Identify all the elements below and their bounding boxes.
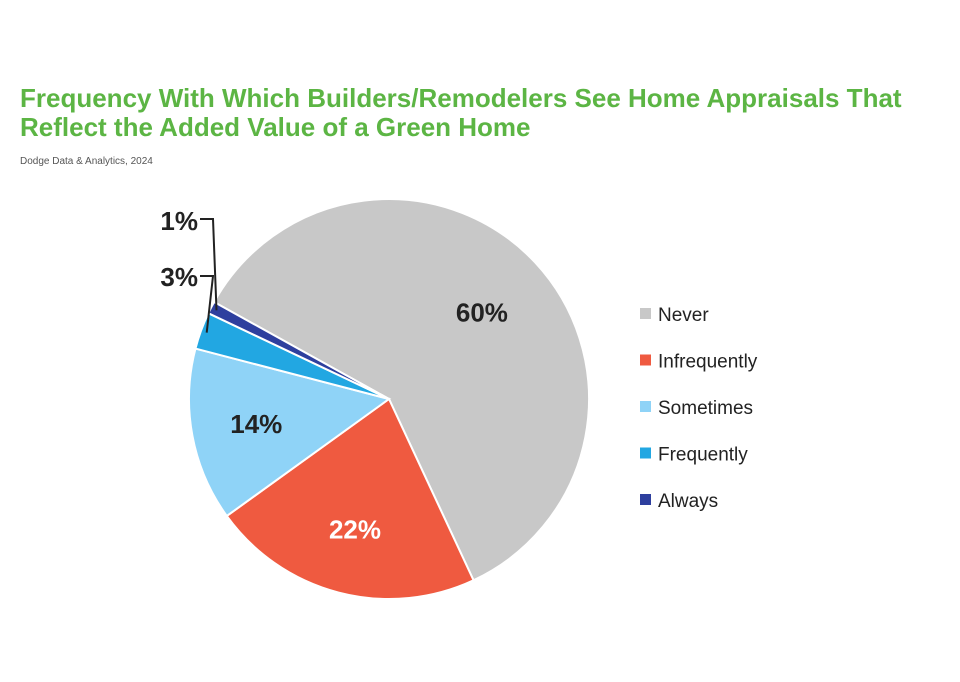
leader-line-always — [200, 218, 218, 311]
slice-sometimes — [188, 347, 392, 518]
slice-label-frequently: 3% — [160, 262, 198, 292]
slice-label-always: 1% — [160, 206, 198, 236]
legend: Never Infrequently Sometimes Frequently Alwa… — [640, 305, 758, 512]
chart-title-line-2: Reflect the Added Value of a Green Home — [20, 112, 531, 142]
pie-labels: 60% 22% 14% 3% 1% — [160, 206, 508, 545]
pie-slices — [188, 197, 590, 600]
legend-swatch-never — [640, 308, 651, 319]
chart-title: Frequency With Which Builders/Remodelers… — [20, 84, 950, 142]
legend-swatch-frequently — [640, 447, 651, 459]
slice-label-never: 60% — [456, 297, 508, 327]
legend-label-never: Never — [658, 305, 709, 326]
legend-swatch-always — [640, 494, 651, 505]
legend-label-frequently: Frequently — [658, 445, 748, 466]
legend-label-sometimes: Sometimes — [658, 398, 753, 419]
legend-label-infrequently: Infrequently — [658, 352, 758, 373]
slice-never — [212, 197, 590, 582]
legend-swatch-sometimes — [640, 401, 651, 412]
leader-line-frequently — [200, 275, 215, 333]
slice-label-infrequently: 22% — [329, 515, 381, 545]
legend-label-always: Always — [658, 491, 718, 512]
slice-label-sometimes: 14% — [230, 409, 282, 439]
chart-title-line-1: Frequency With Which Builders/Remodelers… — [20, 83, 902, 113]
chart-source: Dodge Data & Analytics, 2024 — [20, 156, 153, 167]
legend-swatch-infrequently — [640, 354, 651, 366]
slice-infrequently — [225, 397, 475, 600]
